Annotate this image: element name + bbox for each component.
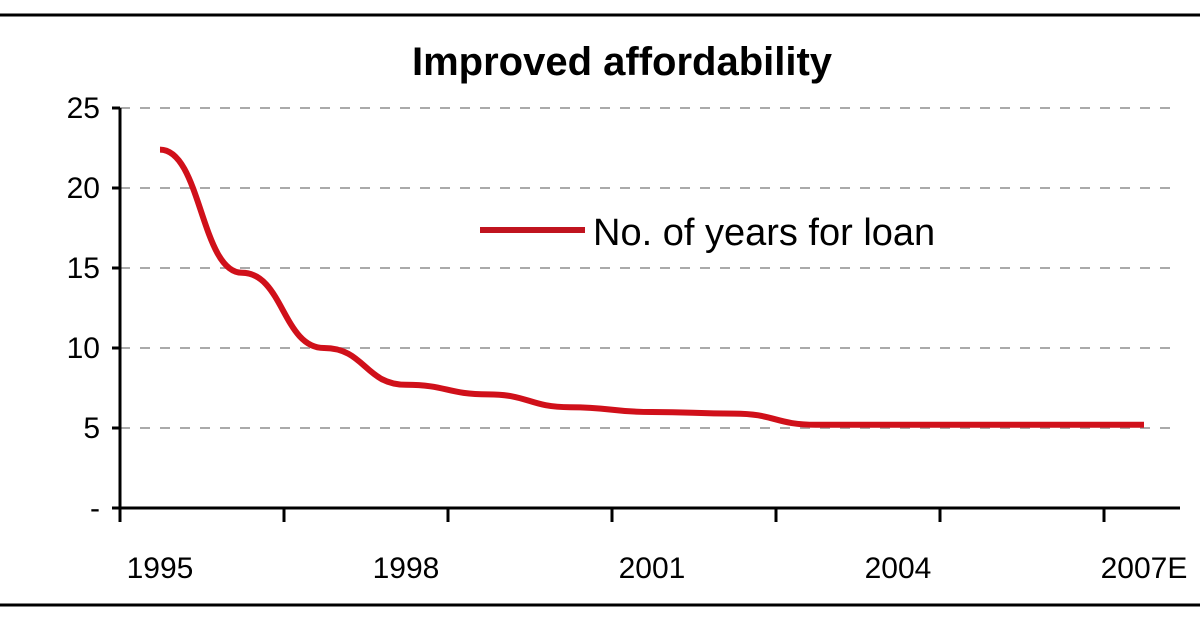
y-tick-label: 15 — [67, 252, 100, 285]
y-tick-label: 10 — [67, 332, 100, 365]
y-tick-label: 25 — [67, 92, 100, 125]
y-tick-label: 20 — [67, 172, 100, 205]
y-tick-label: - — [90, 492, 100, 525]
legend-label: No. of years for loan — [593, 212, 935, 254]
legend: No. of years for loan — [480, 212, 935, 254]
chart-title: Improved affordability — [412, 40, 833, 84]
x-tick-label: 1998 — [373, 552, 440, 585]
x-tick-label: 2004 — [865, 552, 932, 585]
x-tick-label: 2001 — [619, 552, 686, 585]
y-tick-label: 5 — [83, 412, 100, 445]
x-tick-label: 1995 — [127, 552, 194, 585]
series-line — [159, 146, 1144, 428]
x-tick-label: 2007E — [1101, 552, 1188, 585]
